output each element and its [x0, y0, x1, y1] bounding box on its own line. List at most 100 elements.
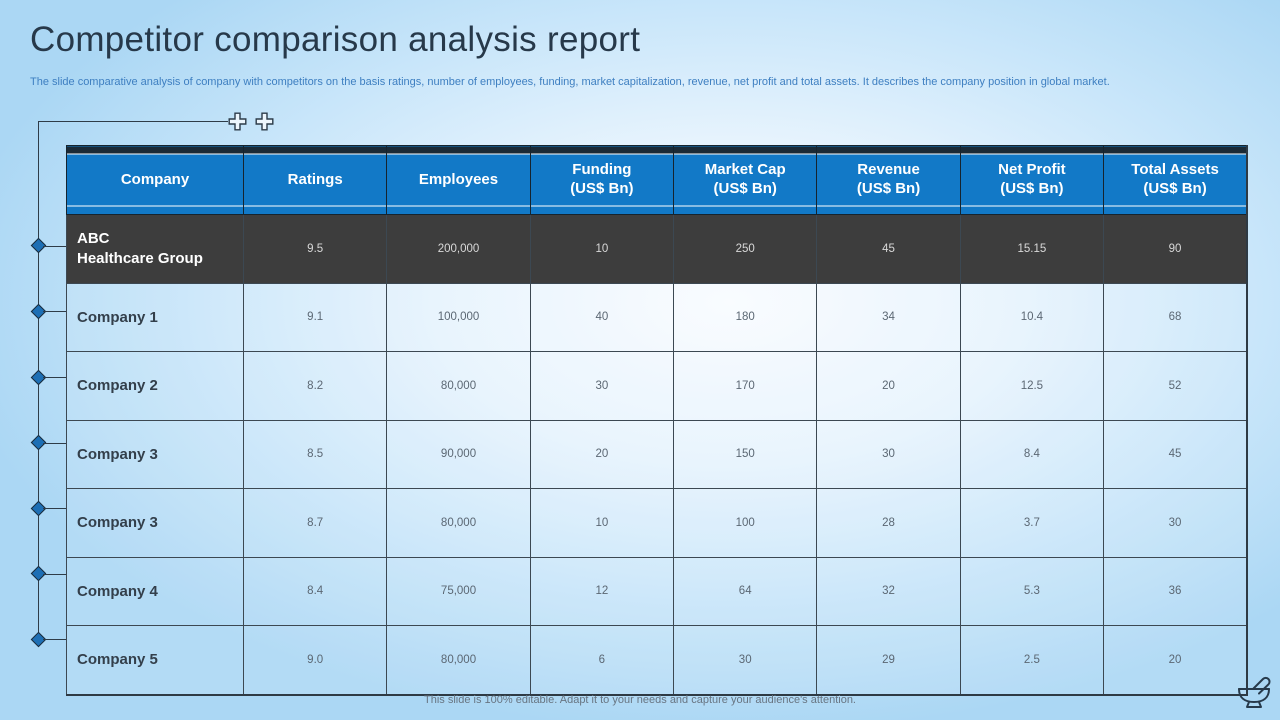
metric-value: 36 [1103, 556, 1248, 626]
header-label: Employees [418, 170, 499, 188]
company-name: Company 2 [66, 351, 244, 421]
footer-note: This slide is 100% editable. Adapt it to… [424, 694, 856, 706]
metric-value: 150 [673, 419, 818, 489]
header-unit: (US$ Bn) [1000, 180, 1064, 197]
metric-value: 170 [673, 351, 818, 421]
metric-value: 9.0 [242, 625, 388, 695]
connector-top-line [38, 121, 228, 122]
company-name-line: ABC [77, 230, 110, 248]
company-name-line: Company 1 [77, 308, 158, 326]
header-label: Company [120, 170, 190, 188]
page-title: Competitor comparison analysis report [30, 20, 641, 59]
header-label: Total Assets [1131, 161, 1219, 179]
column-header-company: Company [66, 145, 244, 215]
metric-value: 30 [1103, 488, 1248, 558]
metric-value: 28 [816, 488, 961, 558]
company-name: ABC Healthcare Group [66, 214, 244, 284]
metric-value: 20 [1103, 625, 1248, 695]
header-unit: (US$ Bn) [856, 180, 921, 197]
plus-icon [255, 112, 274, 136]
metric-value: 180 [673, 282, 818, 352]
row-marker-line [43, 377, 66, 378]
metric-value: 8.7 [242, 488, 388, 558]
metric-value: 80,000 [386, 351, 531, 421]
table-row: Company 3 8.7 80,000 10 100 28 3.7 30 [66, 488, 1248, 558]
metric-value: 12.5 [959, 351, 1105, 421]
table-row: Company 2 8.2 80,000 30 170 20 12.5 52 [66, 351, 1248, 421]
header-label: Net Profit [998, 161, 1066, 179]
metric-value: 9.5 [242, 214, 388, 284]
metric-value: 8.4 [959, 419, 1105, 489]
column-header-total-assets: Total Assets (US$ Bn) [1103, 145, 1248, 215]
table-row: Company 3 8.5 90,000 20 150 30 8.4 45 [66, 419, 1248, 489]
row-marker-line [43, 311, 66, 313]
metric-value: 30 [816, 419, 961, 489]
metric-value: 8.5 [242, 419, 388, 489]
header-label: Market Cap [704, 161, 786, 179]
company-name: Company 5 [66, 625, 244, 695]
company-name: Company 3 [66, 488, 244, 558]
company-name: Company 3 [66, 419, 244, 489]
header-unit: (US$ Bn) [1143, 180, 1207, 197]
header-unit: (US$ Bn) [713, 180, 777, 197]
company-name-line: Company 4 [77, 582, 158, 600]
company-name: Company 1 [66, 282, 244, 352]
metric-value: 32 [816, 556, 961, 626]
metric-value: 100,000 [386, 282, 531, 352]
metric-value: 34 [816, 282, 961, 352]
row-marker-line [43, 573, 66, 575]
metric-value: 9.1 [242, 282, 388, 352]
slide-subtitle: The slide comparative analysis of compan… [30, 76, 1110, 88]
metric-value: 20 [529, 419, 675, 489]
table-header-row: Company Ratings Employees Funding (US$ Bn… [66, 145, 1248, 215]
metric-value: 80,000 [386, 488, 531, 558]
metric-value: 10 [529, 488, 675, 558]
metric-value: 200,000 [386, 214, 531, 284]
metric-value: 30 [673, 625, 818, 695]
metric-value: 12 [529, 556, 675, 626]
metric-value: 15.15 [959, 214, 1105, 284]
company-name-line: Company 2 [77, 377, 158, 394]
company-name: Company 4 [66, 556, 244, 626]
metric-value: 100 [673, 488, 818, 558]
metric-value: 52 [1103, 351, 1248, 421]
table-row: Company 4 8.4 75,000 12 64 32 5.3 36 [66, 556, 1248, 626]
metric-value: 3.7 [959, 488, 1105, 558]
column-header-net-profit: Net Profit (US$ Bn) [959, 145, 1105, 215]
plus-icon [228, 112, 247, 136]
row-marker-line [43, 245, 66, 247]
row-marker-line [43, 442, 66, 444]
table-row: Company 5 9.0 80,000 6 30 29 2.5 20 [66, 625, 1248, 695]
metric-value: 68 [1103, 282, 1248, 352]
mortar-pestle-icon [1235, 672, 1277, 717]
metric-value: 6 [529, 625, 675, 695]
table-row: Company 1 9.1 100,000 40 180 34 10.4 68 [66, 282, 1248, 352]
header-label: Ratings [287, 170, 343, 188]
column-header-ratings: Ratings [242, 145, 388, 215]
metric-value: 75,000 [386, 556, 531, 626]
company-name-line: Company 5 [77, 651, 158, 668]
row-marker-line [43, 508, 66, 510]
company-name-line: Company 3 [77, 514, 158, 531]
metric-value: 10.4 [959, 282, 1105, 352]
metric-value: 29 [816, 625, 961, 695]
company-name-line: Healthcare Group [77, 249, 203, 267]
header-label: Funding [572, 161, 632, 179]
metric-value: 80,000 [386, 625, 531, 695]
comparison-table: Company Ratings Employees Funding (US$ Bn… [66, 145, 1248, 696]
metric-value: 2.5 [959, 625, 1105, 695]
metric-value: 8.4 [242, 556, 388, 626]
metric-value: 90 [1103, 214, 1248, 284]
column-header-funding: Funding (US$ Bn) [529, 145, 675, 215]
column-header-market-cap: Market Cap (US$ Bn) [673, 145, 818, 215]
company-name-line: Company 3 [77, 445, 158, 463]
metric-value: 5.3 [959, 556, 1105, 626]
metric-value: 45 [1103, 419, 1248, 489]
metric-value: 30 [529, 351, 675, 421]
table-row: ABC Healthcare Group 9.5 200,000 10 250 4… [66, 214, 1248, 284]
metric-value: 8.2 [242, 351, 388, 421]
metric-value: 64 [673, 556, 818, 626]
header-unit: (US$ Bn) [570, 180, 634, 197]
table-body: ABC Healthcare Group 9.5 200,000 10 250 4… [66, 214, 1248, 695]
